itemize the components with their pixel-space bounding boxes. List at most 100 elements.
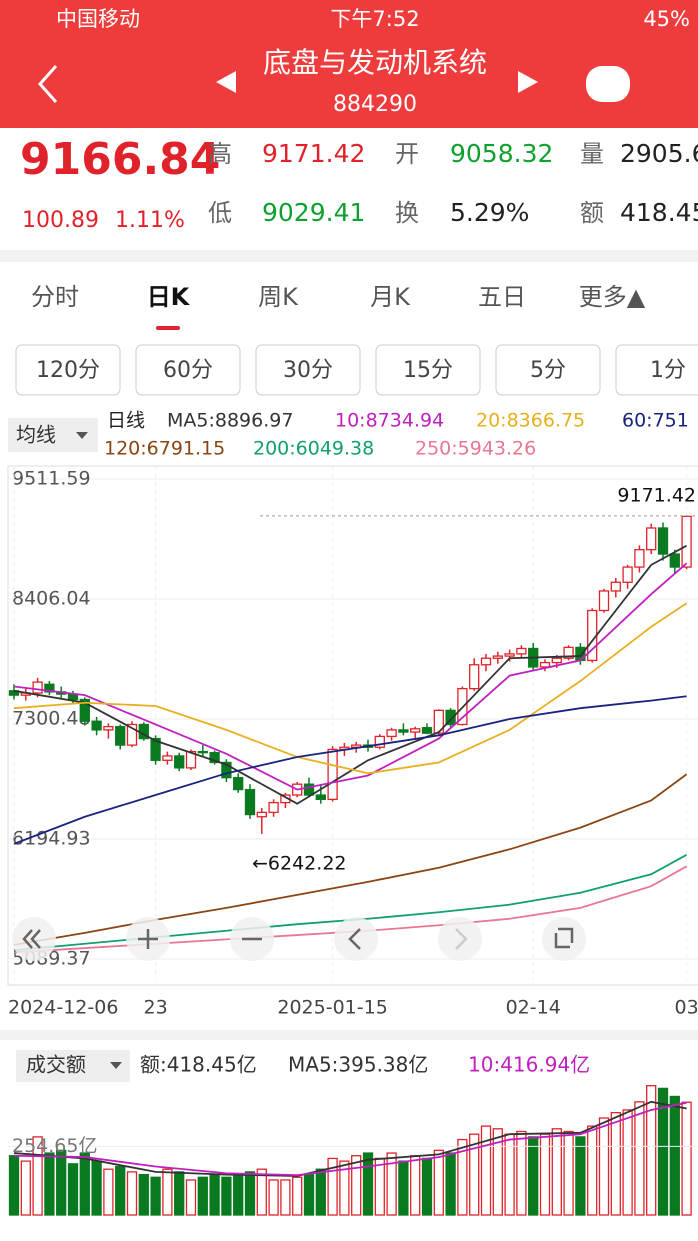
candle-body: [115, 725, 126, 746]
tab[interactable]: 分时: [31, 283, 79, 311]
period-button[interactable]: [255, 344, 361, 396]
field-label: 换: [395, 199, 419, 227]
scroll-left[interactable]: [334, 917, 378, 961]
candle-body: [32, 681, 43, 694]
candle-body: [126, 723, 138, 746]
ma-legend: 250:5943.26: [415, 438, 536, 460]
volume-bar: [150, 1176, 161, 1216]
candle-body: [386, 729, 397, 738]
volume-bar: [339, 1160, 350, 1216]
volume-bar: [32, 1136, 43, 1216]
tab[interactable]: 周K: [258, 283, 299, 311]
candle-body: [327, 748, 338, 801]
field-value: 5.29%: [450, 198, 529, 227]
x-tick-label: 2025-01-15: [277, 997, 387, 1019]
tab[interactable]: 五日: [478, 283, 526, 311]
candle-body: [174, 755, 185, 769]
tab[interactable]: 月K: [370, 283, 411, 311]
candle-body: [244, 788, 256, 816]
period-button[interactable]: [15, 344, 121, 396]
prev-stock[interactable]: [216, 71, 236, 93]
volume-bar: [622, 1109, 633, 1216]
volume-bar: [480, 1125, 492, 1216]
volume-legend: MA5:395.38亿: [288, 1053, 428, 1077]
tab[interactable]: 更多▲: [579, 283, 646, 311]
robot-icon[interactable]: [586, 66, 630, 102]
period-button[interactable]: [135, 344, 241, 396]
field-label: 额: [580, 199, 604, 227]
period-button[interactable]: [375, 344, 481, 396]
scroll-right[interactable]: [438, 917, 482, 961]
candle-body: [622, 566, 633, 583]
candle-body: [563, 646, 574, 659]
candle-body: [374, 735, 385, 748]
volume-bar: [20, 1160, 31, 1216]
indicator-label: 均线: [16, 423, 56, 447]
candle-body: [268, 801, 279, 814]
volume-bar: [197, 1176, 208, 1216]
x-tick-label: 23: [144, 997, 168, 1019]
volume-bar: [79, 1152, 90, 1216]
candle-body: [516, 647, 527, 655]
volume-bar: [209, 1173, 220, 1216]
header-bg: [0, 0, 698, 128]
candle-body: [197, 750, 208, 754]
volume-bar: [374, 1157, 385, 1216]
zoom-fit[interactable]: [12, 917, 56, 961]
chart-controls: [12, 917, 586, 961]
next-stock[interactable]: [518, 71, 538, 93]
ma-legend: 20:8366.75: [476, 410, 585, 432]
ma-line: [13, 562, 688, 791]
stock-title: 底盘与发动机系统: [263, 46, 487, 79]
ma-line: [13, 544, 688, 805]
volume-bar: [268, 1179, 279, 1216]
candle-body: [162, 755, 173, 761]
candle-body: [657, 527, 669, 555]
period-label: 1分: [650, 358, 686, 383]
period-button[interactable]: [495, 344, 601, 396]
volume-bar: [386, 1152, 397, 1216]
candle-body: [91, 720, 102, 731]
x-tick-label: 03: [675, 997, 698, 1019]
volume-bar: [598, 1117, 610, 1216]
candle-body: [539, 661, 551, 668]
candle-body: [150, 737, 161, 761]
candle-body: [421, 727, 433, 734]
volume-bar: [138, 1173, 149, 1216]
field-label: 高: [208, 140, 232, 168]
candle-body: [551, 657, 562, 664]
volume-bar: [44, 1152, 55, 1216]
clock: 下午7:52: [330, 7, 419, 31]
kline: 日线 MA5:8896.97 10:8734.94 20:8366.75 60:751 1…: [8, 410, 698, 1019]
volume-bar: [669, 1095, 680, 1216]
carrier: 中国移动: [56, 7, 140, 31]
ma-line: [13, 695, 687, 845]
volume-bar: [551, 1128, 562, 1216]
period-button[interactable]: [615, 344, 698, 396]
volume-bar: [327, 1157, 338, 1216]
fullscreen[interactable]: [542, 917, 586, 961]
ma-legend: 日线: [107, 410, 145, 432]
change-pct: 1.11%: [115, 208, 185, 233]
field-value: 2905.6: [620, 139, 698, 168]
tabs: 分时 日K 周K 月K 五日 更多▲: [31, 283, 646, 311]
ma-line: [13, 1101, 687, 1177]
candle-body: [233, 777, 244, 791]
tab[interactable]: 日K: [147, 283, 191, 311]
volume-bar: [445, 1152, 456, 1216]
field-label: 开: [395, 140, 419, 168]
volume-button[interactable]: [16, 1050, 130, 1082]
candle-body: [646, 527, 657, 551]
volume-bar: [244, 1171, 256, 1216]
chart-frame: [7, 465, 698, 986]
ma-legend: 10:8734.94: [335, 410, 444, 432]
volume-bar: [610, 1111, 621, 1216]
ma-line: [13, 602, 688, 775]
period-label: 5分: [530, 358, 566, 383]
back-button[interactable]: [37, 65, 58, 103]
volume-bar: [528, 1136, 539, 1216]
period-label: 120分: [36, 358, 100, 383]
volume-bar: [8, 1155, 20, 1216]
volume-bar: [185, 1179, 197, 1216]
